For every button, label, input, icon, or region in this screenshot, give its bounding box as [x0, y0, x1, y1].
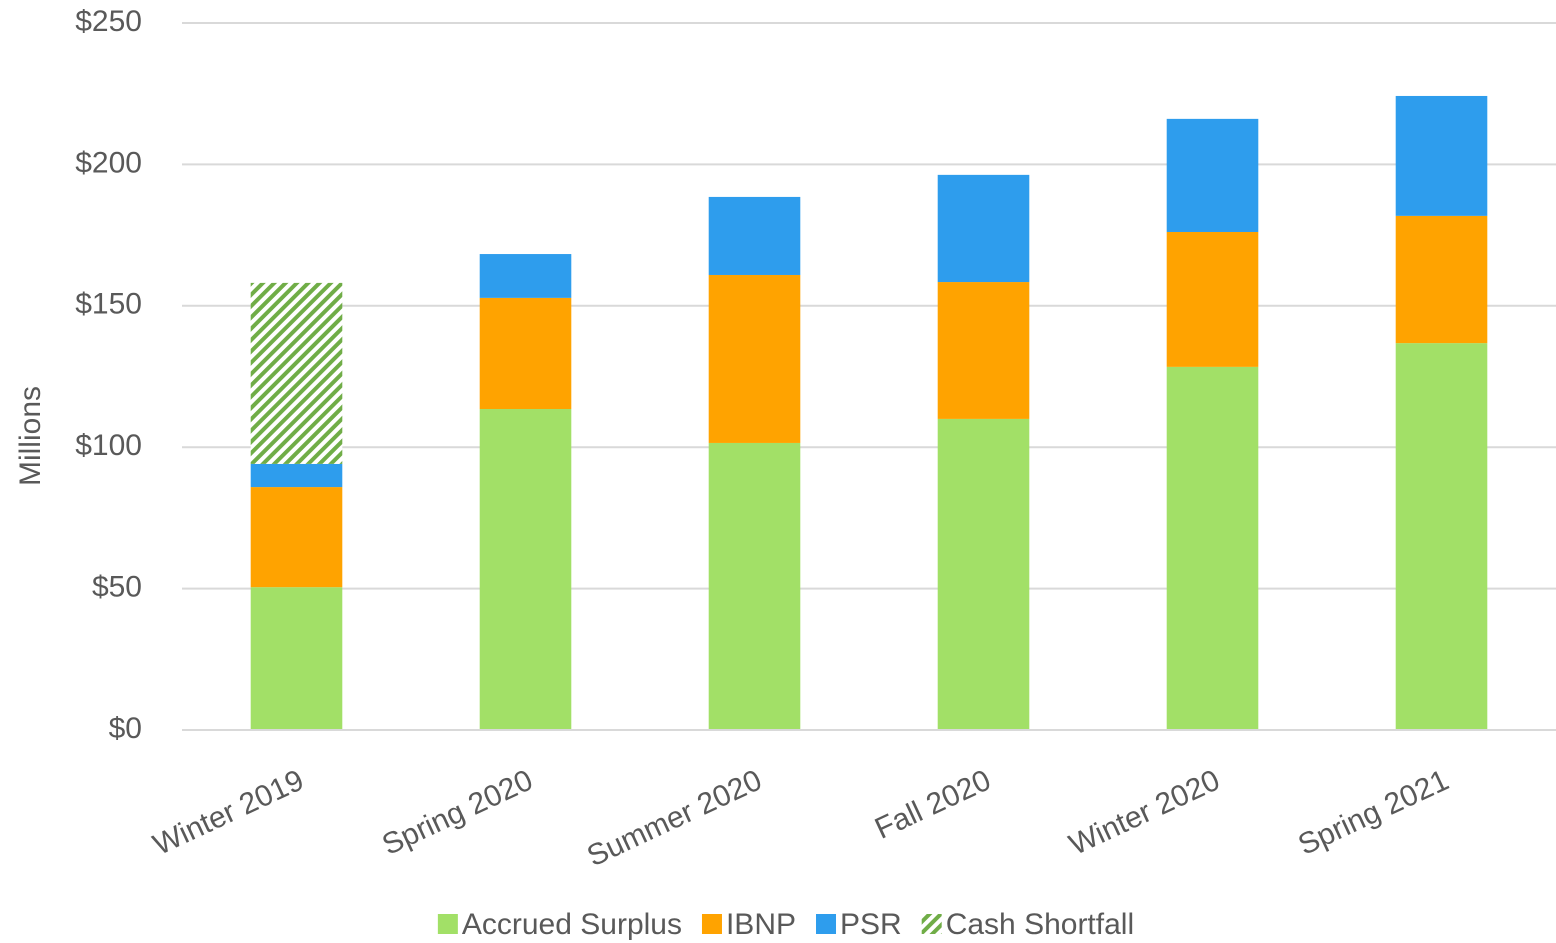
y-axis-label: Millions: [14, 386, 47, 486]
y-tick-label: $0: [109, 712, 142, 745]
bar-segment: [1166, 231, 1259, 367]
bar-segment: [250, 487, 343, 588]
y-tick-label: $200: [75, 146, 142, 179]
y-tick-label: $150: [75, 288, 142, 321]
y-tick-label: $100: [75, 429, 142, 462]
bar-segment: [479, 409, 572, 730]
legend: Accrued Surplus IBNP PSR Cash Shortfall: [437, 908, 1134, 941]
legend-swatch: [437, 914, 458, 934]
x-tick-label: Winter 2020: [1064, 764, 1225, 862]
bar-segment: [250, 463, 343, 488]
x-tick-label: Spring 2021: [1293, 764, 1454, 862]
y-tick-label: $250: [75, 5, 142, 38]
bar-segment: [1395, 215, 1488, 344]
x-tick-label: Spring 2020: [377, 764, 538, 862]
legend-label: Accrued Surplus: [462, 908, 682, 941]
legend-swatch: [921, 914, 942, 934]
bar-segment: [1395, 343, 1488, 730]
x-tick-label: Summer 2020: [582, 764, 767, 874]
bar-segment: [937, 174, 1030, 283]
bar-segment: [1166, 118, 1259, 232]
bar-segment: [1166, 366, 1259, 730]
x-tick-label: Winter 2019: [148, 764, 309, 862]
bar-segment: [479, 254, 572, 298]
bar-segment: [479, 297, 572, 410]
legend-label: PSR: [840, 908, 902, 941]
bar-segment: [708, 442, 801, 730]
bar-segment: [250, 282, 343, 464]
legend-label: IBNP: [726, 908, 796, 941]
bar-segment: [937, 418, 1030, 730]
bar-segment: [708, 274, 801, 443]
bar-segment: [1395, 95, 1488, 216]
x-tick-label: Fall 2020: [870, 764, 996, 846]
bar-segment: [937, 282, 1030, 419]
legend-swatch: [816, 914, 837, 934]
legend-label: Cash Shortfall: [946, 908, 1134, 941]
bar-segment: [250, 587, 343, 730]
y-tick-label: $50: [92, 571, 142, 604]
bar-segment: [708, 196, 801, 275]
legend-swatch: [701, 914, 722, 934]
